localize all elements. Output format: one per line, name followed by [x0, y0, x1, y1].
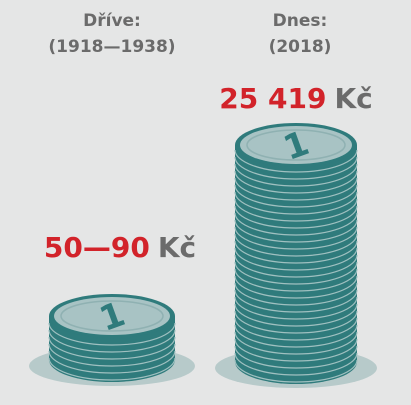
column-label: Dnes: [273, 11, 328, 31]
currency: Kč [334, 82, 372, 115]
amount: 25 419 [219, 82, 326, 115]
page: Dříve: (1918—1938) Dnes: (2018) 50—90Kč … [0, 0, 411, 405]
amount: 50—90 [44, 231, 150, 264]
column-period: (2018) [269, 37, 332, 57]
stack-body [235, 145, 357, 362]
column-label: Dříve: [83, 11, 141, 31]
currency: Kč [158, 231, 196, 264]
infographic: Dříve: (1918—1938) Dnes: (2018) 50—90Kč … [0, 0, 411, 405]
column-period: (1918—1938) [48, 37, 175, 57]
